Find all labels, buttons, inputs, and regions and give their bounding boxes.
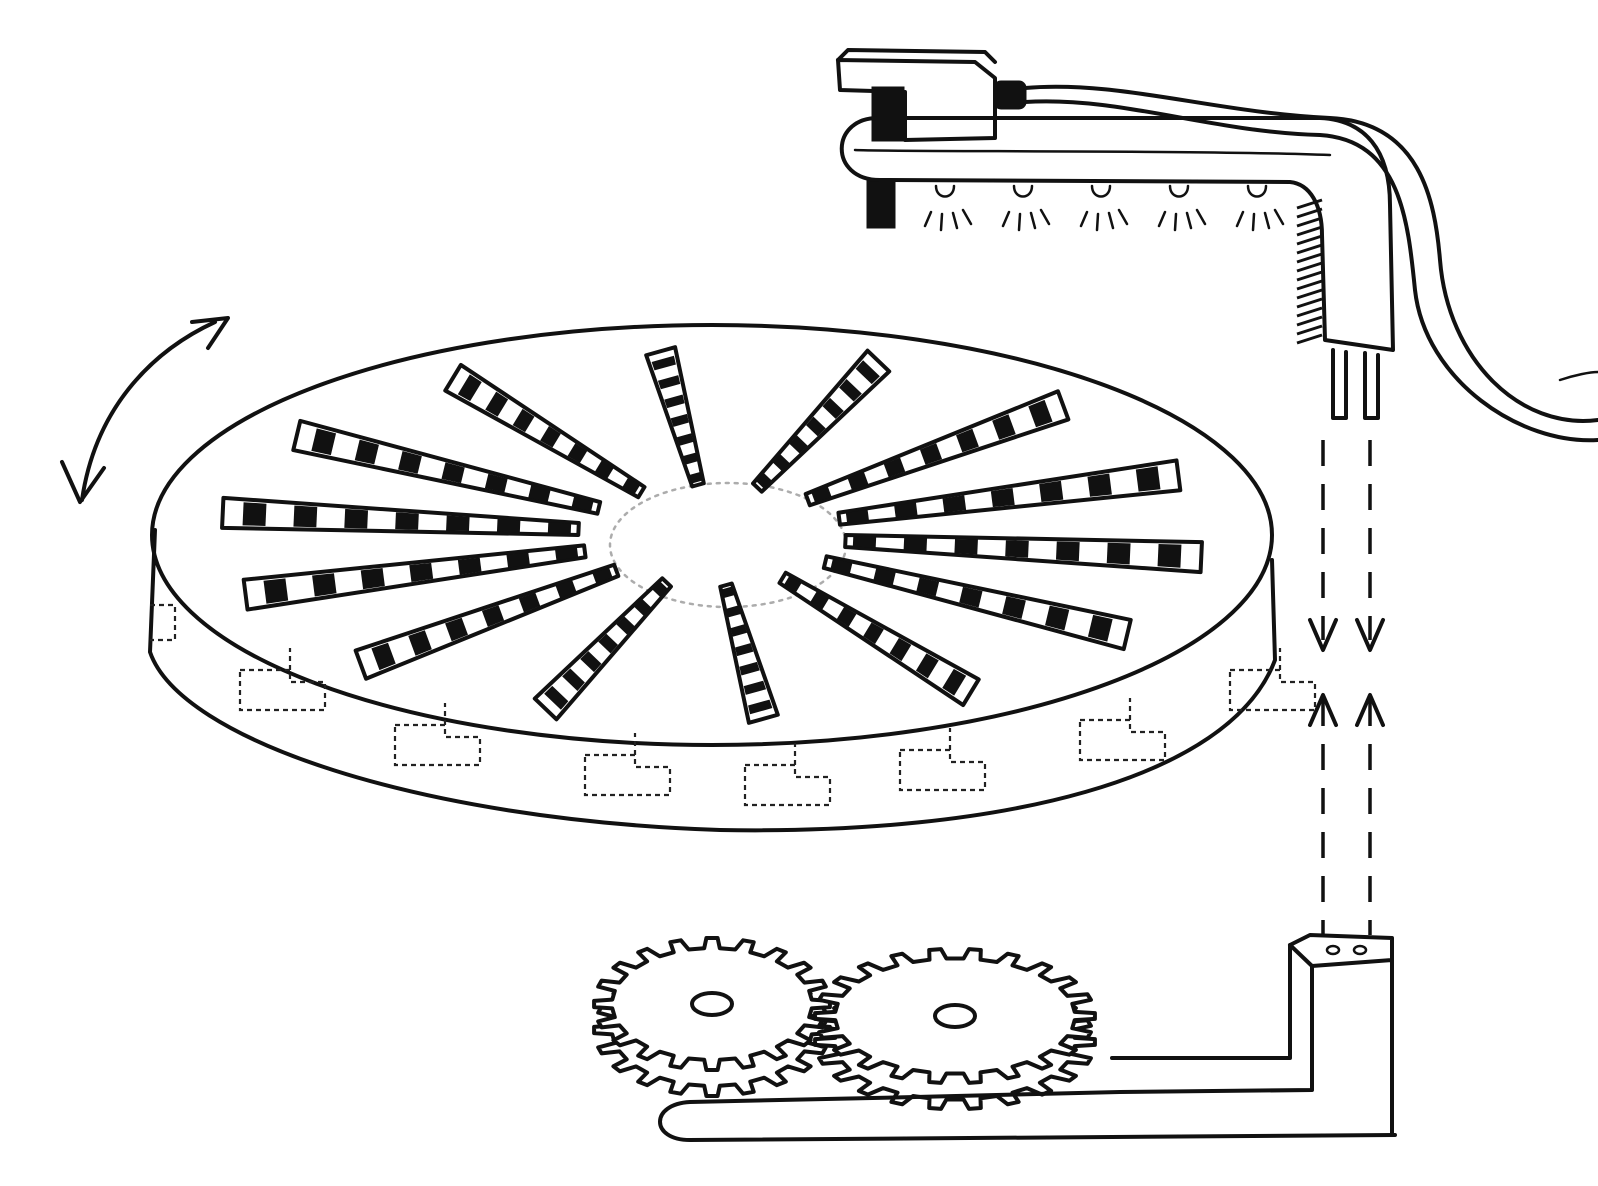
platter-slot (644, 345, 706, 489)
drive-base-bracket (658, 933, 1397, 1142)
platter-slot (843, 533, 1204, 575)
platter-top (150, 323, 1274, 747)
spray-nozzle-icon (1157, 184, 1207, 232)
spray-nozzle-icon (1001, 184, 1051, 232)
platter-slot (443, 362, 647, 500)
spray-head (836, 48, 1395, 420)
spray-head-top-block (836, 58, 997, 142)
rim-tab (1078, 698, 1167, 762)
rim-tab (393, 703, 482, 767)
arrow-down-icon (1355, 618, 1385, 652)
vertical-connector-block (1288, 933, 1394, 1137)
platter-slot (718, 581, 780, 725)
rim-tab (583, 733, 672, 797)
platter-side-wall (148, 528, 1277, 833)
platter-slot (803, 389, 1071, 508)
rotating-platter (148, 323, 1317, 833)
platter-slot (241, 543, 588, 612)
platter-slots (220, 345, 1204, 725)
arrow-down-icon (1308, 618, 1338, 652)
platter-rim-tabs (150, 603, 1317, 807)
gear-left (592, 936, 832, 1098)
platter-slot (291, 418, 603, 516)
platter-slot (353, 562, 621, 681)
spray-nozzle-icon (923, 184, 973, 232)
platter-slot (220, 495, 581, 537)
rim-tab (743, 743, 832, 807)
gear-right-hub (933, 1003, 977, 1029)
gear-left-hub (690, 991, 734, 1017)
rim-tab (238, 648, 327, 712)
platter-slot (777, 570, 981, 708)
rim-tab (898, 728, 987, 792)
arrow-up-icon (1355, 693, 1385, 727)
spray-nozzles (923, 184, 1285, 232)
rim-tab (1228, 648, 1317, 712)
spray-head-clamp (871, 86, 905, 142)
platter-slot (532, 576, 673, 722)
rotation-arrow-icon (60, 316, 230, 504)
spray-nozzle-icon (1079, 184, 1129, 232)
arrow-up-icon (1308, 693, 1338, 727)
gear-right (813, 947, 1097, 1111)
dashed-alignment-arrows (1308, 440, 1385, 935)
platter-slot (821, 554, 1133, 652)
platter-slot (836, 458, 1183, 527)
platter-slot (751, 348, 892, 494)
rim-tab (150, 603, 177, 642)
spray-nozzle-icon (1235, 184, 1285, 232)
spray-bar (839, 115, 1395, 352)
cable (1023, 84, 1598, 443)
spray-bar-hatching (1296, 198, 1323, 345)
